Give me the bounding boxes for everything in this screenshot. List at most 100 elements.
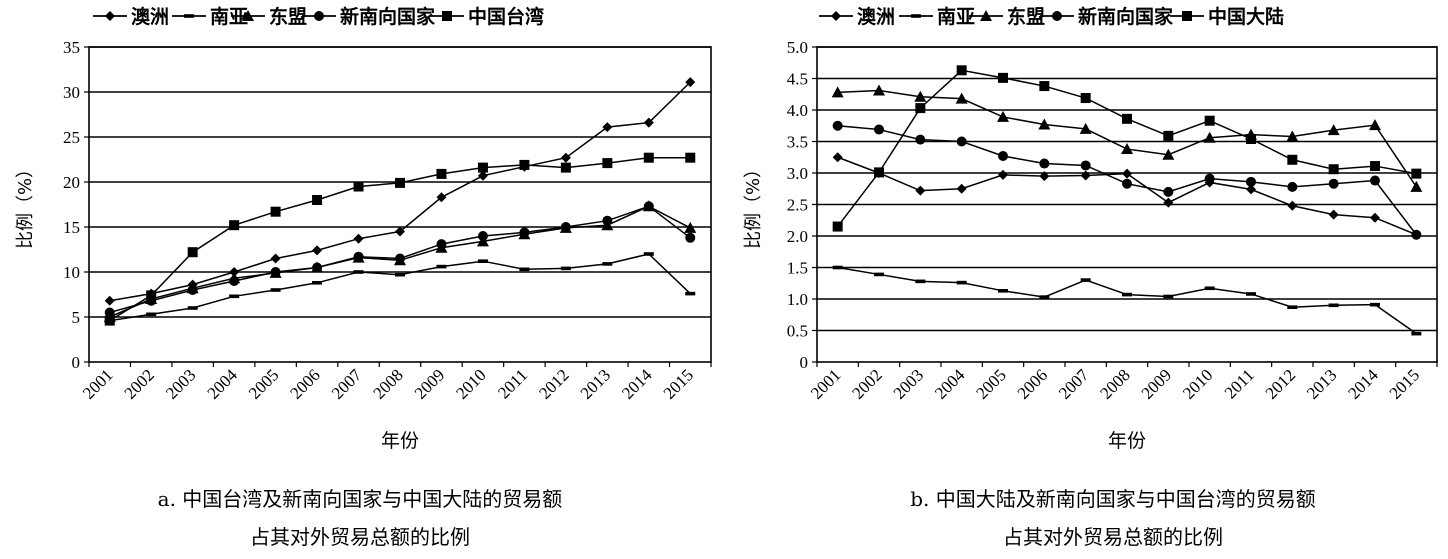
data-point xyxy=(436,168,447,179)
x-tick-label: 2009 xyxy=(1138,365,1175,402)
legend-label: 澳洲 xyxy=(857,5,895,28)
y-tick-label: 2.0 xyxy=(787,227,808,246)
caption-a-line2: 占其对外贸易总额的比例 xyxy=(250,525,470,549)
x-tick-label: 2015 xyxy=(660,365,697,402)
data-point xyxy=(229,276,240,286)
data-point xyxy=(998,72,1008,83)
data-point xyxy=(874,167,884,178)
data-point xyxy=(1370,175,1380,186)
legend-marker xyxy=(911,14,921,18)
data-point xyxy=(1327,124,1340,136)
x-tick-label: 2008 xyxy=(369,365,406,402)
y-tick-label: 0 xyxy=(800,353,809,372)
data-point xyxy=(1287,305,1298,309)
x-tick-label: 2001 xyxy=(807,365,844,402)
data-point xyxy=(436,264,447,269)
data-point xyxy=(1287,154,1298,165)
y-tick-label: 0 xyxy=(72,353,81,372)
x-tick-label: 2004 xyxy=(931,365,969,403)
data-point xyxy=(643,201,654,212)
x-tick-label: 2006 xyxy=(1014,365,1051,402)
data-point xyxy=(229,267,240,277)
x-tick-label: 2001 xyxy=(79,365,116,402)
data-point xyxy=(1080,93,1091,104)
data-point xyxy=(602,122,613,133)
data-point xyxy=(560,222,571,232)
data-point xyxy=(1328,303,1339,308)
legend-label: 中国台湾 xyxy=(468,5,544,28)
data-point xyxy=(312,195,323,205)
y-tick-label: 4.5 xyxy=(787,70,808,89)
data-point xyxy=(560,162,571,173)
data-point xyxy=(519,227,530,238)
caption-b: b. 中国大陆及新南向国家与中国台湾的贸易额 占其对外贸易总额的比例 xyxy=(808,480,1418,556)
data-point xyxy=(1163,130,1174,141)
x-tick-label: 2005 xyxy=(245,365,282,402)
x-tick-label: 2011 xyxy=(494,365,531,402)
data-point xyxy=(1370,302,1380,307)
x-tick-label: 2002 xyxy=(121,365,158,402)
data-point xyxy=(395,253,405,264)
legend-marker xyxy=(980,10,992,21)
data-point xyxy=(519,267,530,272)
data-point xyxy=(1411,229,1422,240)
data-point xyxy=(643,117,654,128)
x-tick-label: 2006 xyxy=(286,365,323,402)
data-point xyxy=(832,221,843,232)
legend-marker xyxy=(442,11,452,21)
x-tick-label: 2008 xyxy=(1096,365,1133,402)
data-point xyxy=(1287,200,1298,211)
data-point xyxy=(832,152,843,163)
data-point xyxy=(832,120,843,131)
data-point xyxy=(1328,164,1339,175)
data-point xyxy=(1370,212,1380,223)
data-point xyxy=(1203,131,1216,143)
data-point xyxy=(602,158,613,169)
data-point xyxy=(436,239,447,250)
data-point xyxy=(1246,184,1256,195)
data-point xyxy=(685,77,696,88)
legend-label: 澳洲 xyxy=(131,5,169,28)
data-point xyxy=(874,272,884,277)
data-point xyxy=(1122,178,1132,189)
data-point xyxy=(229,294,240,299)
data-point xyxy=(955,92,968,104)
legend: 澳洲 南亚 东盟 新南向国家 中国大陆 xyxy=(819,5,1284,28)
data-point xyxy=(915,134,926,145)
data-point xyxy=(187,306,198,310)
data-point xyxy=(353,181,364,192)
data-point xyxy=(643,152,654,163)
data-point xyxy=(104,315,115,326)
data-point xyxy=(914,90,927,102)
legend-marker xyxy=(242,10,254,21)
data-point xyxy=(395,272,405,277)
y-axis-title: 比例（%） xyxy=(743,160,764,249)
data-point xyxy=(560,266,571,271)
data-point xyxy=(477,170,488,181)
legend-label: 中国大陆 xyxy=(1208,5,1284,28)
plot-area xyxy=(816,46,1438,363)
y-tick-label: 20 xyxy=(63,173,80,192)
data-point xyxy=(229,220,240,231)
caption-a-line1: a. 中国台湾及新南向国家与中国大陆的贸易额 xyxy=(157,487,563,511)
data-point xyxy=(874,124,884,135)
series-中国大陆 xyxy=(832,65,1422,232)
x-tick-label: 2004 xyxy=(203,365,241,403)
data-point xyxy=(1039,158,1050,169)
data-point xyxy=(956,136,967,147)
data-point xyxy=(1122,113,1132,124)
data-point xyxy=(956,183,967,194)
y-tick-label: 5.0 xyxy=(787,38,808,57)
data-point xyxy=(915,103,926,114)
series-澳洲 xyxy=(832,152,1422,240)
data-point xyxy=(1411,168,1422,179)
data-point xyxy=(1370,161,1380,172)
data-point xyxy=(477,259,488,263)
data-point xyxy=(477,231,488,241)
data-point xyxy=(1163,186,1174,197)
data-point xyxy=(353,270,364,274)
x-tick-label: 2010 xyxy=(452,365,489,402)
data-point xyxy=(831,86,844,98)
